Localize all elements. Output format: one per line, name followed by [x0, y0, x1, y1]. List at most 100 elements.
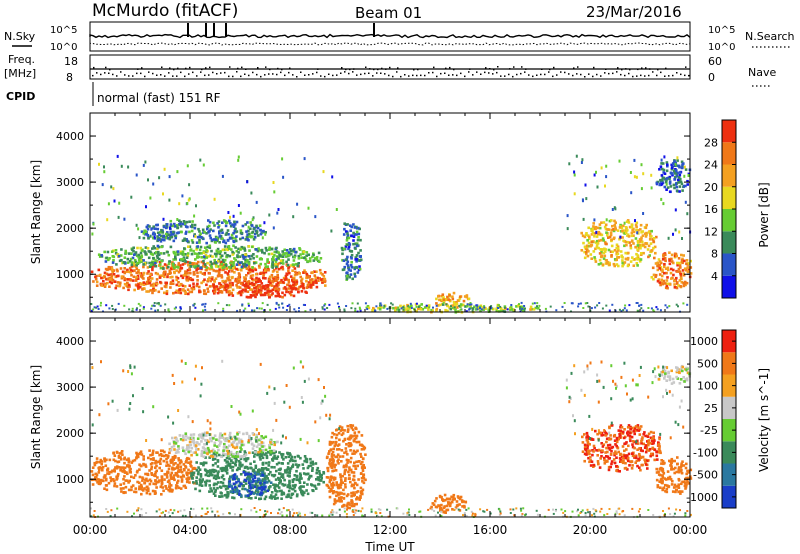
- echo-cell: [410, 307, 413, 309]
- echo-cell: [206, 474, 210, 477]
- echo-cell: [181, 222, 185, 226]
- echo-cell: [337, 462, 340, 465]
- echo-region: [168, 431, 279, 459]
- echo-cell: [240, 268, 243, 272]
- echo-cell: [311, 463, 315, 466]
- echo-cell: [455, 500, 459, 503]
- noise-tick-top-left: 10^5: [50, 25, 77, 36]
- echo-cell: [95, 461, 98, 465]
- echo-cell: [118, 259, 122, 263]
- echo-cell: [235, 442, 239, 446]
- echo-cell: [223, 258, 227, 262]
- echo-cell: [213, 224, 216, 227]
- echo-cell: [447, 298, 451, 301]
- nave-point: [245, 68, 247, 70]
- echo-cell: [330, 463, 334, 467]
- echo-cell: [187, 245, 190, 248]
- nave-point: [336, 74, 338, 76]
- echo-cell: [168, 236, 172, 239]
- echo-cell: [183, 222, 186, 226]
- echo-cell: [225, 284, 228, 287]
- echo-cell: [181, 194, 184, 198]
- echo-cell: [450, 305, 452, 308]
- echo-cell: [129, 268, 133, 272]
- echo-cell: [139, 272, 143, 275]
- echo-cell: [254, 464, 258, 468]
- echo-cell: [444, 308, 447, 312]
- echo-cell: [260, 454, 263, 458]
- echo-cell: [244, 307, 247, 310]
- echo-cell: [139, 246, 142, 250]
- echo-cell: [304, 271, 307, 274]
- echo-cell: [337, 432, 341, 435]
- echo-cell: [185, 256, 189, 259]
- echo-cell: [157, 302, 160, 304]
- echo-cell: [232, 440, 235, 444]
- echo-cell: [259, 437, 263, 441]
- echo-cell: [182, 463, 186, 466]
- echo-cell: [219, 283, 223, 287]
- echo-cell: [255, 248, 258, 251]
- nave-point: [648, 74, 650, 77]
- echo-cell: [608, 235, 612, 239]
- echo-cell: [665, 182, 668, 186]
- nave-point: [353, 68, 355, 70]
- echo-cell: [595, 244, 599, 247]
- echo-cell: [686, 262, 689, 265]
- echo-cell: [240, 442, 244, 445]
- echo-cell: [152, 284, 155, 288]
- echo-cell: [280, 462, 284, 465]
- echo-cell: [328, 480, 332, 484]
- echo-cell: [169, 473, 172, 477]
- echo-cell: [318, 470, 321, 473]
- echo-cell: [603, 254, 607, 258]
- echo-cell: [213, 258, 216, 262]
- echo-cell: [624, 304, 627, 307]
- echo-cell: [182, 256, 186, 259]
- echo-cell: [328, 495, 332, 499]
- echo-cell: [644, 226, 648, 230]
- nave-point: [641, 67, 643, 69]
- echo-cell: [603, 250, 607, 253]
- echo-cell: [203, 292, 206, 295]
- echo-cell: [126, 465, 129, 468]
- echo-cell: [110, 266, 114, 270]
- echo-cell: [668, 257, 671, 261]
- echo-cell: [171, 233, 175, 236]
- echo-cell: [130, 461, 134, 464]
- echo-cell: [170, 477, 174, 480]
- echo-cell: [146, 233, 150, 237]
- echo-cell: [682, 273, 686, 277]
- echo-cell: [267, 278, 271, 281]
- echo-cell: [191, 225, 194, 229]
- echo-cell: [255, 437, 258, 441]
- echo-cell: [275, 258, 278, 261]
- echo-cell: [212, 437, 215, 440]
- echo-cell: [635, 302, 638, 304]
- echo-cell: [355, 440, 359, 444]
- echo-cell: [336, 460, 339, 463]
- echo-cell: [156, 244, 160, 248]
- echo-cell: [656, 180, 659, 184]
- echo-cell: [355, 427, 358, 431]
- echo-cell: [185, 230, 188, 234]
- echo-cell: [230, 264, 234, 267]
- echo-cell: [349, 449, 352, 452]
- echo-cell: [336, 491, 340, 495]
- echo-cell: [269, 481, 273, 484]
- echo-cell: [605, 175, 608, 179]
- echo-cell: [326, 484, 330, 488]
- echo-cell: [339, 497, 342, 500]
- echo-cell: [669, 271, 673, 275]
- echo-cell: [650, 173, 653, 177]
- echo-cell: [244, 253, 247, 256]
- echo-cell: [356, 271, 360, 274]
- echo-cell: [169, 484, 173, 487]
- echo-cell: [235, 277, 239, 281]
- echo-cell: [163, 285, 167, 288]
- echo-cell: [218, 252, 222, 256]
- echo-cell: [163, 454, 166, 458]
- echo-cell: [137, 227, 140, 231]
- echo-cell: [197, 434, 201, 437]
- echo-cell: [193, 223, 197, 227]
